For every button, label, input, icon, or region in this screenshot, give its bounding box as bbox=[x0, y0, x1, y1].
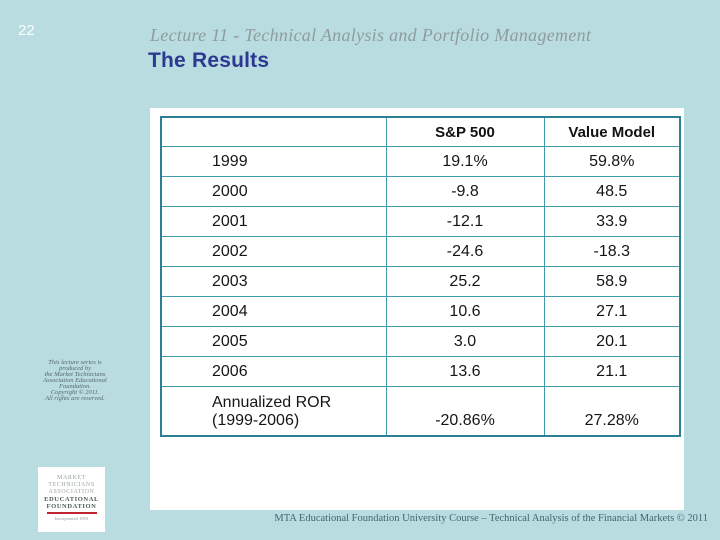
row-label-cell: Annualized ROR (1999-2006) bbox=[160, 386, 387, 436]
sp500-value-cell: -12.1 bbox=[385, 206, 545, 237]
sp500-value-cell: -20.86% bbox=[385, 386, 545, 436]
table-row: 2006 13.6 21.1 bbox=[160, 356, 681, 387]
table-row: 1999 19.1% 59.8% bbox=[160, 146, 681, 177]
value-model-value-cell: 27.1 bbox=[543, 296, 681, 327]
header-cell-value-model: Value Model bbox=[543, 116, 681, 147]
logo-line: ASSOCIATION bbox=[48, 489, 95, 495]
copyright-note: This lecture series is produced by the Mar… bbox=[2, 359, 148, 402]
table-header-row: S&P 500 Value Model bbox=[160, 116, 681, 147]
sp500-value-cell: 3.0 bbox=[385, 326, 545, 357]
results-table-body: 1999 19.1% 59.8% 2000 -9.8 48.5 2001 -12.1 33.9 2… bbox=[160, 146, 681, 436]
table-row: 2005 3.0 20.1 bbox=[160, 326, 681, 357]
sp500-value-cell: -24.6 bbox=[385, 236, 545, 267]
value-model-value-cell: 20.1 bbox=[543, 326, 681, 357]
row-label-line: 2002 bbox=[212, 242, 248, 260]
footer-credit: MTA Educational Foundation University Co… bbox=[274, 513, 708, 524]
header-cell-sp500: S&P 500 bbox=[385, 116, 545, 147]
content-panel: S&P 500 Value Model 1999 19.1% 59.8% 2000 -9… bbox=[150, 108, 684, 510]
table-row: 2001 -12.1 33.9 bbox=[160, 206, 681, 237]
sp500-value-cell: 19.1% bbox=[385, 146, 545, 177]
lecture-title: Lecture 11 - Technical Analysis and Port… bbox=[150, 25, 592, 45]
note-line: This lecture series is bbox=[48, 359, 102, 366]
value-model-value-cell: 33.9 bbox=[543, 206, 681, 237]
note-line: All rights are reserved. bbox=[45, 395, 105, 402]
table-row: 2004 10.6 27.1 bbox=[160, 296, 681, 327]
header-cell-empty bbox=[160, 116, 387, 147]
row-label-cell: 2006 bbox=[160, 356, 387, 387]
value-model-value-cell: 58.9 bbox=[543, 266, 681, 297]
note-line: Association Educational bbox=[43, 377, 107, 384]
logo-line: FOUNDATION bbox=[46, 503, 97, 510]
note-line: Foundation. bbox=[59, 383, 91, 390]
logo-line: TECHNICIANS bbox=[48, 482, 95, 488]
row-label-line: 2001 bbox=[212, 212, 248, 230]
page-title: The Results bbox=[148, 49, 270, 72]
logo-text-lines: MARKET TECHNICIANS ASSOCIATION EDUCATIONAL F… bbox=[38, 475, 105, 510]
value-model-value-cell: 59.8% bbox=[543, 146, 681, 177]
page-number: 22 bbox=[18, 22, 35, 39]
table-row: Annualized ROR (1999-2006) -20.86% 27.28% bbox=[160, 386, 681, 436]
table-row: 2003 25.2 58.9 bbox=[160, 266, 681, 297]
sp500-value-cell: 10.6 bbox=[385, 296, 545, 327]
row-label-cell: 2003 bbox=[160, 266, 387, 297]
value-model-value-cell: 48.5 bbox=[543, 176, 681, 207]
row-label-line: 2006 bbox=[212, 362, 248, 380]
row-label-line: 1999 bbox=[212, 152, 248, 170]
results-table: S&P 500 Value Model 1999 19.1% 59.8% 2000 -9… bbox=[160, 116, 681, 437]
sp500-value-cell: 13.6 bbox=[385, 356, 545, 387]
note-line: Copyright © 2011. bbox=[50, 389, 100, 396]
mtaef-logo: MARKET TECHNICIANS ASSOCIATION EDUCATIONAL F… bbox=[38, 467, 105, 532]
note-line: produced by bbox=[58, 365, 92, 372]
row-label-line: (1999-2006) bbox=[212, 412, 300, 430]
sp500-value-cell: 25.2 bbox=[385, 266, 545, 297]
logo-line: MARKET bbox=[57, 475, 86, 481]
row-label-cell: 2000 bbox=[160, 176, 387, 207]
table-row: 2000 -9.8 48.5 bbox=[160, 176, 681, 207]
value-model-value-cell: 27.28% bbox=[543, 386, 681, 436]
row-label-line: 2000 bbox=[212, 182, 248, 200]
value-model-value-cell: 21.1 bbox=[543, 356, 681, 387]
value-model-value-cell: -18.3 bbox=[543, 236, 681, 267]
note-line: the Market Technicians bbox=[44, 371, 106, 378]
row-label-cell: 2005 bbox=[160, 326, 387, 357]
row-label-cell: 2004 bbox=[160, 296, 387, 327]
logo-red-rule bbox=[46, 512, 97, 514]
row-label-cell: 2002 bbox=[160, 236, 387, 267]
logo-line: EDUCATIONAL bbox=[44, 496, 99, 503]
row-label-line: 2003 bbox=[212, 272, 248, 290]
row-label-line: 2005 bbox=[212, 332, 248, 350]
table-row: 2002 -24.6 -18.3 bbox=[160, 236, 681, 267]
logo-tagline: Incorporated 1993 bbox=[54, 516, 89, 521]
row-label-line: Annualized ROR bbox=[212, 393, 332, 411]
row-label-cell: 2001 bbox=[160, 206, 387, 237]
sp500-value-cell: -9.8 bbox=[385, 176, 545, 207]
row-label-line: 2004 bbox=[212, 302, 248, 320]
row-label-cell: 1999 bbox=[160, 146, 387, 177]
